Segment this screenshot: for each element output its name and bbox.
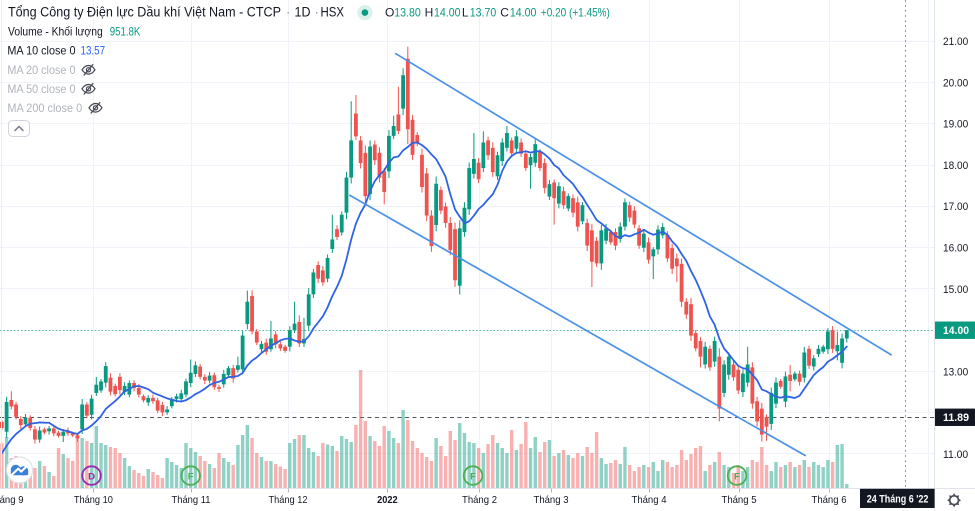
svg-text:14.00: 14.00: [943, 325, 969, 337]
svg-text:Tháng 5: Tháng 5: [722, 494, 757, 506]
svg-text:15.00: 15.00: [943, 284, 968, 296]
svg-text:11.00: 11.00: [943, 449, 968, 461]
svg-text:MA 200 close 0: MA 200 close 0: [7, 101, 82, 115]
svg-text:F: F: [734, 471, 740, 482]
svg-text:951.8K: 951.8K: [110, 24, 141, 38]
svg-text:24 Tháng 6 '22: 24 Tháng 6 '22: [867, 494, 929, 506]
svg-text:MA 20 close 0: MA 20 close 0: [7, 63, 75, 77]
svg-text:2022: 2022: [377, 494, 398, 506]
svg-text:Tháng 3: Tháng 3: [534, 494, 569, 506]
svg-text:1D: 1D: [295, 4, 311, 19]
svg-text:20.00: 20.00: [943, 77, 968, 89]
svg-text:Tháng 10: Tháng 10: [74, 494, 113, 506]
svg-text:HSX: HSX: [321, 4, 345, 19]
svg-text:Tháng 12: Tháng 12: [269, 494, 308, 506]
svg-text:·: ·: [286, 4, 291, 19]
svg-text:F: F: [470, 471, 476, 482]
svg-text:18.00: 18.00: [943, 160, 968, 172]
svg-text:MA 50 close 0: MA 50 close 0: [7, 82, 75, 96]
svg-text:19.00: 19.00: [943, 119, 968, 131]
svg-text:Tháng 2: Tháng 2: [462, 494, 497, 506]
svg-text:·: ·: [315, 4, 320, 19]
svg-text:11.89: 11.89: [943, 412, 969, 424]
svg-text:MA 10 close 0: MA 10 close 0: [7, 43, 75, 57]
svg-text:F: F: [188, 471, 194, 482]
svg-text:Tháng 4: Tháng 4: [632, 494, 667, 506]
svg-text:17.00: 17.00: [943, 201, 968, 213]
svg-text:Tháng 6: Tháng 6: [812, 494, 847, 506]
svg-text:13.00: 13.00: [943, 366, 968, 378]
svg-text:Tháng 9: Tháng 9: [0, 494, 24, 506]
svg-text:Tháng 11: Tháng 11: [172, 494, 211, 506]
svg-text:13.57: 13.57: [81, 43, 106, 57]
svg-text:Volume - Khối lượng: Volume - Khối lượng: [8, 24, 103, 38]
svg-text:D: D: [88, 471, 95, 482]
svg-text:16.00: 16.00: [943, 243, 968, 255]
svg-text:Tổng Công ty Điện lực Dầu khí: Tổng Công ty Điện lực Dầu khí Việt Nam -…: [8, 4, 281, 19]
svg-text:21.00: 21.00: [943, 36, 968, 48]
